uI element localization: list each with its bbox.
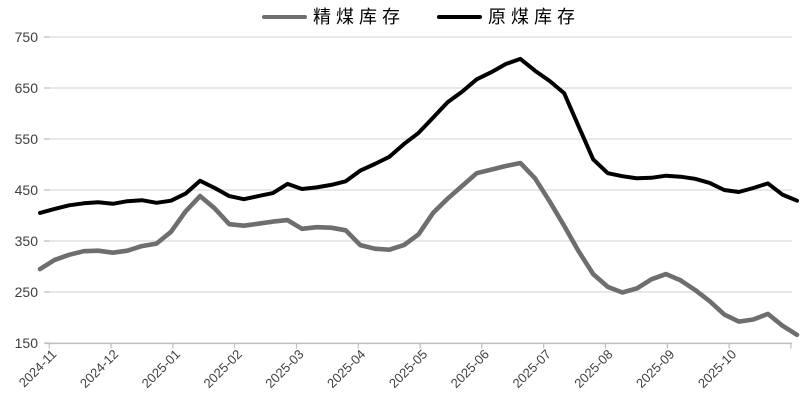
legend-label-refined-coal: 精煤库存 [313,7,405,27]
series-line-raw-coal [38,56,799,215]
x-tick-label: 2025-10 [695,347,739,391]
legend-line-sample-refined-coal [262,14,307,20]
x-tick-label: 2025-09 [633,347,677,391]
legend-item-raw-coal: 原煤库存 [437,6,580,28]
legend: 精煤库存 原煤库存 [262,6,580,28]
legend-line-sample-raw-coal [437,15,482,19]
x-tick-label: 2025-04 [324,347,368,391]
x-tick-label: 2025-05 [386,347,430,391]
legend-label-raw-coal: 原煤库存 [488,7,580,27]
y-tick-label: 350 [15,233,39,249]
y-tick-label: 450 [15,182,39,198]
y-tick-label: 650 [15,80,39,96]
x-tick-label: 2025-08 [571,347,615,391]
x-tick-label: 2025-07 [509,347,553,391]
x-tick-label: 2025-01 [139,347,183,391]
y-tick-label: 150 [15,335,39,351]
x-tick-label: 2024-11 [16,347,60,391]
x-tick-label: 2024-12 [77,347,121,391]
x-tick-label: 2025-03 [262,347,306,391]
y-tick-label: 550 [15,131,39,147]
legend-item-refined-coal: 精煤库存 [262,6,405,28]
x-tick-label: 2025-02 [200,347,244,391]
x-tick-label: 2025-06 [448,347,492,391]
series-line-refined-coal [37,160,800,338]
y-tick-label: 250 [15,284,39,300]
y-tick-label: 750 [15,29,39,45]
